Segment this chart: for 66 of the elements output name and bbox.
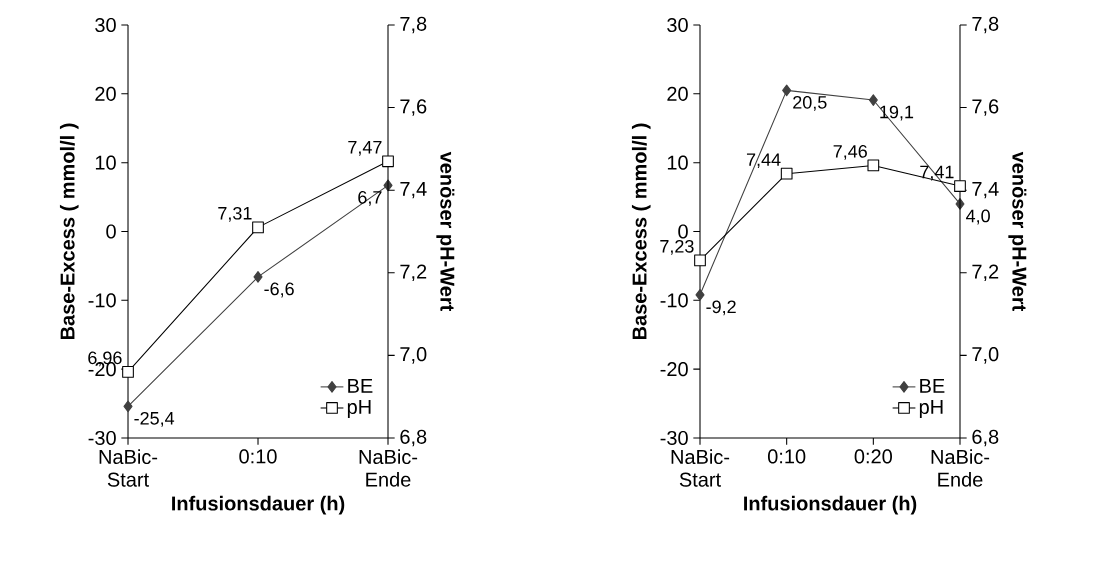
y2-tick-label: 7,4 [400,182,427,199]
x-tick-label: 0:10 [239,449,277,464]
x-axis-title: Infusionsdauer (h) [172,495,345,515]
y-tick-label: -20 [660,362,688,377]
y2-tick-label: 7,2 [972,264,999,282]
x-tick-label: NaBic- Start [99,449,158,487]
y2-tick-label: 7,6 [972,99,999,116]
y2-tick-label: 7,6 [400,99,427,116]
point [868,94,878,106]
legend-label: pH [919,400,943,419]
legend-label: pH [347,400,371,419]
data-label: -6,6 [264,282,294,298]
data-label: 7,44 [746,153,781,169]
y2-axis-title: venöser pH-Wert [436,151,455,312]
point [382,155,394,168]
y2-tick-label: 6,8 [400,429,427,447]
y2-tick-label: 7,0 [972,347,999,364]
point [694,254,706,267]
x-axis-title: Infusionsdauer (h) [744,495,917,515]
y-tick-label: 10 [95,155,116,170]
point [123,400,133,413]
legend-label: BE [348,379,373,393]
point [780,167,793,180]
data-label: -9,2 [706,300,736,316]
y2-tick-label: 7,4 [972,182,999,199]
point [954,180,966,192]
point [695,288,705,301]
x-tick-label: NaBic- Ende [359,449,418,487]
y2-axis-title: venöser pH-Wert [1008,151,1027,312]
data-label: 7,41 [920,165,954,181]
x-tick-label: NaBic- Start [671,449,730,487]
point [252,221,264,234]
y-axis-title: Base-Excess ( mmol/l ) [59,123,79,340]
legend-label: BE [920,379,945,393]
y-tick-label: -30 [660,430,688,446]
y-tick-label: -10 [88,293,116,308]
data-label: 7,47 [348,141,382,156]
y-tick-label: 20 [95,86,116,101]
data-label: 7,31 [218,206,252,222]
y-tick-label: 10 [667,155,688,170]
y2-tick-label: 7,2 [400,264,427,282]
point [122,366,134,378]
data-label: 19,1 [880,105,914,121]
y-tick-label: 0 [678,224,688,239]
point [782,84,792,97]
y2-tick-label: 7,0 [400,347,427,364]
y2-tick-label: 6,8 [972,429,999,447]
x-tick-label: NaBic- Ende [931,449,990,487]
data-label: 4,0 [966,209,990,225]
data-label: 20,5 [793,95,827,111]
y-tick-label: -10 [660,293,688,308]
y2-tick-label: 7,8 [972,16,999,34]
x-tick-label: 0:10 [767,449,806,464]
data-label: 7,46 [833,144,867,160]
y-tick-label: 0 [106,224,116,239]
y-tick-label: 30 [667,17,688,33]
x-tick-label: 0:20 [854,449,892,464]
y-tick-label: 20 [667,86,688,101]
point [253,271,263,283]
point [867,159,880,172]
data-label: -25,4 [134,411,175,427]
y-tick-label: -30 [88,430,116,446]
y2-tick-label: 7,8 [400,16,427,34]
y-axis-title: Base-Excess ( mmol/l ) [631,123,651,340]
data-label: 7,23 [660,239,694,255]
y-tick-label: 30 [95,17,116,33]
